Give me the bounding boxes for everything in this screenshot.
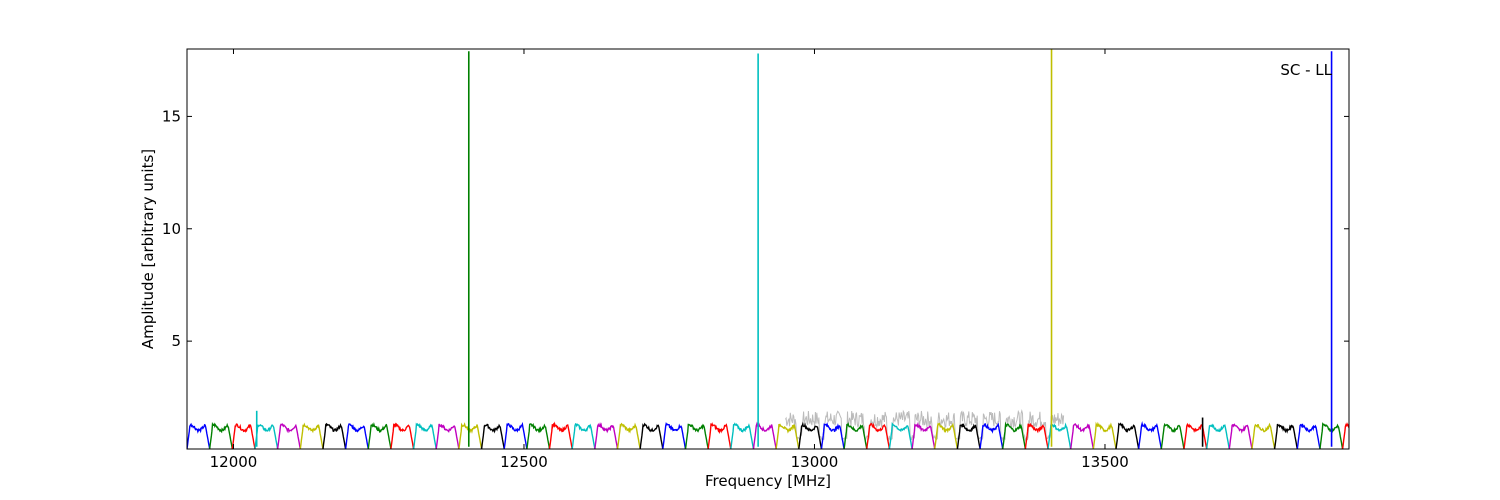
subband-line <box>639 422 664 449</box>
y-tick-label: 5 <box>171 332 181 350</box>
subband-line <box>209 421 233 449</box>
subband-line <box>1070 422 1095 449</box>
subband-line <box>911 421 936 449</box>
subband-line <box>752 421 777 449</box>
subband-line <box>526 423 551 449</box>
x-tick-label: 12500 <box>500 453 548 471</box>
subband-line <box>458 422 483 449</box>
subband-line <box>435 423 460 449</box>
subband-line <box>322 422 347 449</box>
subband-line <box>594 422 619 449</box>
subband-line <box>390 422 415 449</box>
subband-line <box>344 423 369 449</box>
subband-line <box>1206 423 1230 449</box>
clipped-series <box>187 49 1349 449</box>
subband-line <box>1092 421 1117 449</box>
subband-line <box>276 423 301 449</box>
subband-line <box>503 421 528 449</box>
axes-layer: 12000 12500 13000 13500 5 10 15 <box>162 48 1350 471</box>
subband-line <box>367 422 392 449</box>
subband-line <box>548 421 573 449</box>
subband-line <box>1296 423 1321 449</box>
subband-line <box>187 422 211 449</box>
subband-line <box>662 422 687 449</box>
series-layer <box>187 49 1349 449</box>
subband-line <box>707 422 732 449</box>
corner-annotation: SC - LL <box>1280 61 1332 79</box>
y-tick-label: 15 <box>162 107 181 125</box>
x-axis-label: Frequency [MHz] <box>705 472 831 490</box>
subband-line <box>1024 422 1049 449</box>
subband-line <box>616 422 641 449</box>
subband-line <box>820 422 845 449</box>
subband-line <box>1228 423 1253 449</box>
axes-frame <box>186 48 1350 450</box>
x-tick-label: 13000 <box>791 453 839 471</box>
subband-line <box>1251 422 1276 449</box>
x-tick-label: 12000 <box>210 453 258 471</box>
subband-line <box>231 423 256 449</box>
subband-line <box>888 421 913 449</box>
subband-line <box>979 422 1004 449</box>
subband-line <box>956 423 981 449</box>
subband-line <box>1002 421 1027 449</box>
subband-line <box>775 423 800 449</box>
subband-line <box>843 422 868 449</box>
subband-line <box>1341 422 1349 449</box>
subband-line <box>299 422 324 449</box>
subband-line <box>1273 423 1298 449</box>
subband-line <box>1138 421 1162 449</box>
subband-line <box>730 422 755 449</box>
subband-line <box>480 423 505 449</box>
subband-line <box>1115 422 1140 449</box>
subband-line <box>412 422 437 449</box>
subband-line <box>934 422 959 449</box>
subband-line <box>866 422 891 449</box>
background-series-line <box>784 409 1065 442</box>
subband-line <box>798 421 823 449</box>
x-tick-label: 13500 <box>1081 453 1129 471</box>
subband-line <box>1160 422 1185 449</box>
y-tick-label: 10 <box>162 220 181 238</box>
y-axis-label: Amplitude [arbitrary units] <box>139 149 157 349</box>
subband-line <box>571 423 596 449</box>
subband-line <box>254 423 279 449</box>
subband-line <box>684 423 709 449</box>
